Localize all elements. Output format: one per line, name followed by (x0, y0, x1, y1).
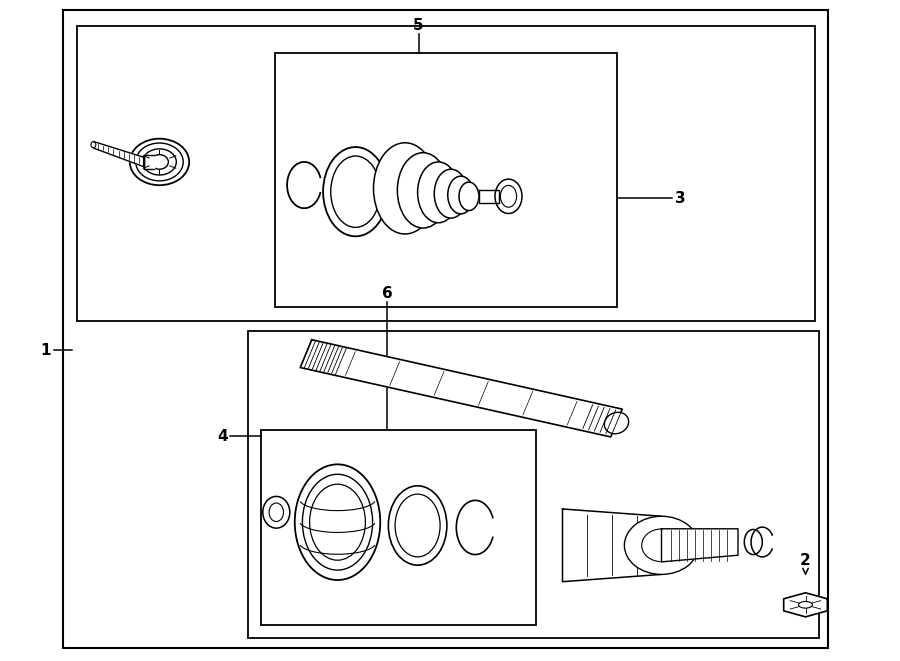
Ellipse shape (269, 503, 284, 522)
Ellipse shape (459, 182, 479, 210)
Polygon shape (479, 190, 499, 203)
Ellipse shape (604, 412, 629, 434)
Bar (63, 10, 828, 648)
Ellipse shape (434, 169, 468, 218)
Text: 4: 4 (217, 429, 228, 444)
Ellipse shape (625, 516, 698, 574)
Ellipse shape (136, 143, 184, 181)
Polygon shape (784, 593, 827, 617)
Polygon shape (662, 529, 738, 562)
Text: 3: 3 (675, 191, 686, 206)
Ellipse shape (389, 486, 447, 565)
Text: 2: 2 (800, 553, 811, 568)
Ellipse shape (310, 484, 365, 560)
Ellipse shape (642, 529, 681, 562)
Ellipse shape (302, 475, 373, 570)
Ellipse shape (374, 143, 436, 234)
Ellipse shape (130, 139, 189, 185)
Bar (274, 53, 616, 307)
Ellipse shape (448, 176, 474, 214)
Ellipse shape (331, 156, 380, 227)
Ellipse shape (150, 155, 168, 169)
Ellipse shape (323, 147, 388, 237)
Text: 6: 6 (382, 286, 392, 301)
Text: 1: 1 (40, 343, 51, 358)
Ellipse shape (500, 185, 517, 208)
Bar (248, 330, 819, 638)
Ellipse shape (418, 162, 459, 223)
Ellipse shape (798, 602, 813, 608)
Ellipse shape (142, 149, 176, 175)
Ellipse shape (395, 494, 440, 557)
Text: 5: 5 (413, 18, 424, 33)
Ellipse shape (91, 142, 96, 147)
Bar (261, 430, 536, 625)
Bar (76, 26, 814, 321)
Ellipse shape (495, 179, 522, 214)
Polygon shape (94, 141, 144, 167)
Polygon shape (301, 340, 622, 437)
Ellipse shape (744, 529, 762, 555)
Ellipse shape (398, 153, 448, 228)
Polygon shape (562, 509, 662, 582)
Ellipse shape (295, 464, 380, 580)
Ellipse shape (263, 496, 290, 528)
Polygon shape (144, 155, 154, 169)
